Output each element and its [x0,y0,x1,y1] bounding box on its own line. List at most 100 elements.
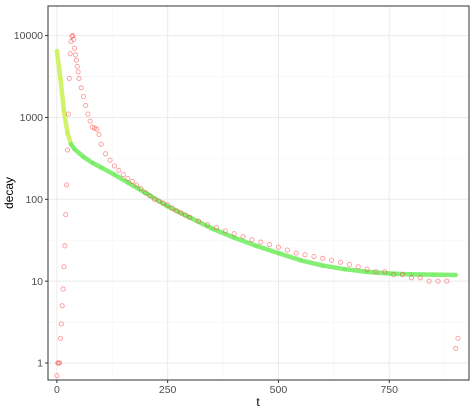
scatter-point [103,151,109,157]
grid-major-lines [48,6,469,380]
scatter-point [382,269,388,275]
scatter-point [182,212,188,218]
scatter-point [138,186,144,192]
scatter-point [67,51,73,57]
scatter-point [57,335,63,341]
fit-line-segment [98,165,117,177]
y-axis-title: decay [2,177,16,209]
scatter-point [311,253,317,260]
scatter-point [71,36,77,42]
scatter-point [61,264,67,270]
scatter-point [399,272,406,278]
scatter-point [320,255,326,261]
scatter-point [73,57,79,63]
scatter-point [151,196,157,202]
scatter-point [337,259,344,265]
scatter-point [173,208,180,214]
scatter-point [156,198,162,204]
scatter-point [204,222,211,228]
scatter-point [249,237,255,243]
scatter-point [329,257,335,263]
scatter-point [98,141,104,147]
scatter-point [258,239,264,245]
scatter-point [60,286,66,292]
fit-line-segment [254,243,281,256]
scatter-point [435,278,441,284]
scatter-point [408,275,414,281]
fit-line-segment [125,180,148,196]
scatter-point [64,182,70,188]
x-tick-label: 0 [54,384,60,396]
scatter-point [240,234,246,240]
scatter-point [267,242,273,248]
scatter-point [142,190,149,196]
scatter-point [160,200,166,206]
scatter-point [178,210,184,216]
scatter-point [66,75,72,81]
scatter-point [78,85,84,91]
scatter-point [165,202,171,208]
scatter-point [59,303,65,309]
scatter-point [426,278,432,284]
scatter-point [96,131,102,138]
x-tick-label: 250 [159,384,177,396]
fit-line-segment [54,48,63,81]
grid-minor-lines [48,6,469,380]
fit-line-segment [231,235,259,249]
scatter-point [125,175,131,181]
y-tick-label: 10000 [14,30,43,42]
scatter-point [111,163,118,169]
scatter-point [187,214,193,221]
y-tick-label: 1 [37,358,43,370]
scatter-point [85,111,91,117]
y-axis-ticks: 1 10 100 1000 10000 [14,30,48,370]
scatter-point [222,228,228,234]
scatter-point [74,63,80,69]
scatter-point [87,118,93,124]
scatter-point [83,102,89,109]
x-axis-ticks: 0 250 500 750 [54,380,398,396]
scatter-point [65,111,71,117]
scatter-point [391,272,397,278]
scatter-point [75,69,81,75]
scatter-point [455,335,461,341]
scatter-point [293,250,299,256]
x-tick-label: 750 [380,384,398,396]
scatter-point [346,261,352,268]
scatter-point [147,193,153,199]
scatter-point [373,269,379,275]
scatter-point [364,266,370,272]
y-tick-label: 1000 [20,112,44,124]
x-tick-label: 500 [270,384,288,396]
fit-line-segment [320,263,348,272]
scatter-point [417,275,423,281]
scatter-point [62,243,68,249]
scatter-point [169,205,175,211]
scatter-point [72,45,78,51]
scatter-point [275,244,281,250]
scatter-point [94,126,100,132]
fit-line-segment [342,266,370,275]
scatter-point [196,218,202,224]
scatter-point [58,321,64,327]
fit-line-segment [298,258,326,268]
scatter-point [72,52,79,58]
series-layer [54,33,461,379]
fit-line-segment [112,172,131,185]
scatter-point [444,278,450,284]
scatter-point [64,147,71,153]
scatter-point [231,231,237,237]
scatter-point [134,182,140,188]
y-tick-label: 10 [31,276,43,288]
scatter-point [213,225,219,231]
fit-line-segment [58,76,67,114]
scatter-point [63,212,69,218]
scatter-point [284,247,290,253]
y-tick-label: 100 [25,194,43,206]
x-axis-title: t [256,395,260,409]
scatter-point [302,252,308,258]
scatter-point [56,360,63,366]
scatter-point [129,178,135,185]
